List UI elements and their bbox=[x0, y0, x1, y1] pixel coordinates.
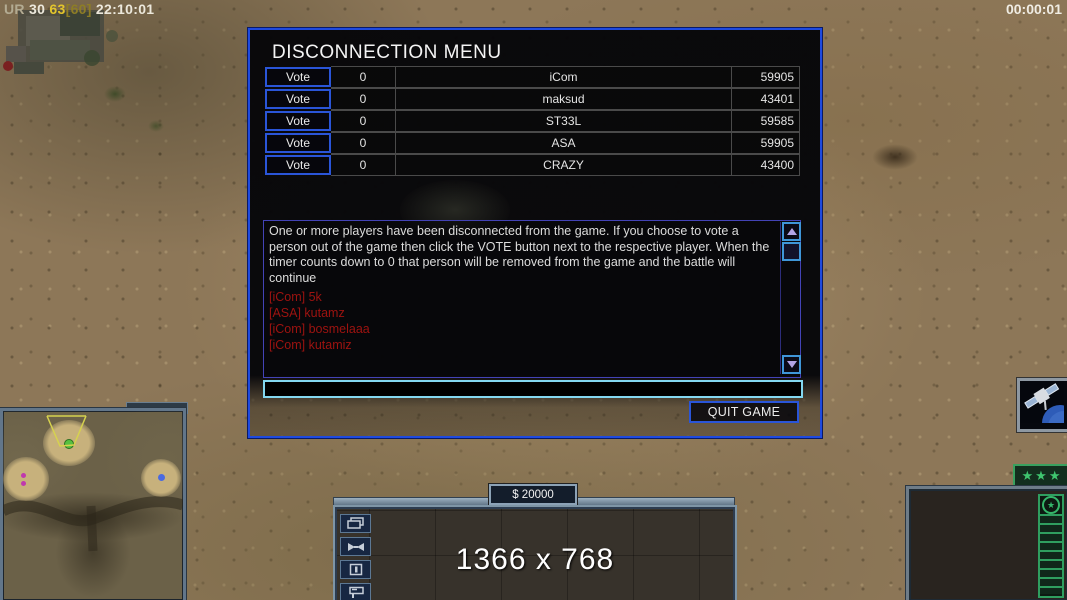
chat-log: [iCom] 5k [ASA] kutamz [iCom] bosmelaaa … bbox=[269, 289, 774, 353]
minimap-overlay bbox=[3, 496, 183, 552]
minimap-unit-green bbox=[64, 439, 74, 449]
quit-game-button[interactable]: QUIT GAME bbox=[689, 401, 799, 423]
idle-worker-button[interactable] bbox=[340, 537, 371, 556]
terrain-blotch bbox=[872, 144, 918, 170]
flag-icon bbox=[348, 586, 364, 598]
vote-button[interactable]: Vote bbox=[265, 111, 331, 131]
money-display: $ 20000 bbox=[489, 484, 577, 505]
player-name: iCom bbox=[396, 66, 732, 88]
message-box: One or more players have been disconnect… bbox=[263, 220, 801, 378]
player-score: 43401 bbox=[732, 88, 800, 110]
spy-satellite-button[interactable] bbox=[1017, 378, 1067, 443]
command-bar-side-buttons bbox=[340, 514, 371, 600]
chat-line: [iCom] kutamiz bbox=[269, 337, 352, 352]
scroll-down-button[interactable] bbox=[782, 355, 801, 374]
table-row: Vote 0 CRAZY 43400 bbox=[265, 154, 800, 176]
vote-button[interactable]: Vote bbox=[265, 133, 331, 153]
minimap-unit-purple bbox=[21, 473, 26, 478]
vote-button[interactable]: Vote bbox=[265, 67, 331, 87]
pause-icon bbox=[349, 563, 362, 576]
minimap-unit-purple bbox=[21, 481, 26, 486]
hud-fps-cap: [60] bbox=[65, 1, 92, 17]
scrollbar-thumb[interactable] bbox=[782, 242, 801, 261]
experience-bar: ★ bbox=[1038, 494, 1064, 598]
player-name: CRAZY bbox=[396, 154, 732, 176]
player-score: 59905 bbox=[732, 132, 800, 154]
player-name: ASA bbox=[396, 132, 732, 154]
chat-line: [iCom] bosmelaaa bbox=[269, 321, 370, 336]
scrollbar[interactable] bbox=[780, 222, 801, 374]
scroll-down-icon bbox=[786, 361, 797, 368]
general-rank-button[interactable]: ★★★ bbox=[1013, 464, 1067, 488]
chat-input[interactable] bbox=[263, 380, 803, 398]
hud-fps: 63 bbox=[49, 1, 66, 17]
game-timer: 00:00:01 bbox=[1005, 1, 1062, 17]
player-name: maksud bbox=[396, 88, 732, 110]
minimap-unit-blue bbox=[158, 474, 165, 481]
player-score: 59905 bbox=[732, 66, 800, 88]
barracks-building bbox=[3, 10, 118, 74]
hud-prefix: UR bbox=[4, 1, 25, 17]
satellite-icon bbox=[1020, 381, 1067, 443]
vote-count: 0 bbox=[331, 154, 396, 176]
options-button[interactable] bbox=[340, 514, 371, 533]
chat-line: [ASA] kutamz bbox=[269, 305, 345, 320]
vote-button[interactable]: Vote bbox=[265, 89, 331, 109]
scroll-up-button[interactable] bbox=[782, 222, 801, 241]
vote-count: 0 bbox=[331, 88, 396, 110]
bush bbox=[148, 120, 164, 132]
scroll-up-icon bbox=[786, 228, 797, 235]
vote-table: Vote 0 iCom 59905 Vote 0 maksud 43401 Vo… bbox=[265, 66, 800, 176]
chat-line: [iCom] 5k bbox=[269, 289, 322, 304]
star-icon: ★ bbox=[1042, 496, 1060, 514]
table-row: Vote 0 ASA 59905 bbox=[265, 132, 800, 154]
minimap[interactable] bbox=[0, 408, 186, 600]
vote-count: 0 bbox=[331, 132, 396, 154]
vote-count: 0 bbox=[331, 110, 396, 132]
vote-button[interactable]: Vote bbox=[265, 155, 331, 175]
experience-segments bbox=[1040, 516, 1062, 594]
player-name: ST33L bbox=[396, 110, 732, 132]
command-bar: 1366 x 768 bbox=[333, 505, 737, 600]
player-score: 43400 bbox=[732, 154, 800, 176]
table-row: Vote 0 maksud 43401 bbox=[265, 88, 800, 110]
minimap-base-left bbox=[3, 457, 49, 501]
rank-emblem: ★ bbox=[1040, 496, 1062, 516]
vote-count: 0 bbox=[331, 66, 396, 88]
dialog-title: DISCONNECTION MENU bbox=[272, 42, 502, 63]
bowtie-icon bbox=[347, 542, 364, 551]
beacon-button[interactable] bbox=[340, 583, 371, 600]
debug-stats: UR 30 63[60] 22:10:01 bbox=[4, 1, 154, 17]
hud-clock: 22:10:01 bbox=[95, 1, 155, 17]
camera-frustum bbox=[46, 415, 87, 447]
disconnect-message: One or more players have been disconnect… bbox=[269, 224, 770, 285]
bush bbox=[104, 86, 126, 102]
windows-icon bbox=[346, 517, 364, 529]
unit-info-panel: ★ bbox=[906, 486, 1067, 600]
table-row: Vote 0 ST33L 59585 bbox=[265, 110, 800, 132]
disconnection-menu-dialog: DISCONNECTION MENU Vote 0 iCom 59905 Vot… bbox=[248, 28, 822, 438]
player-score: 59585 bbox=[732, 110, 800, 132]
resolution-overlay: 1366 x 768 bbox=[455, 543, 615, 576]
hud-value: 30 bbox=[29, 1, 46, 17]
table-row: Vote 0 iCom 59905 bbox=[265, 66, 800, 88]
pause-button[interactable] bbox=[340, 560, 371, 579]
